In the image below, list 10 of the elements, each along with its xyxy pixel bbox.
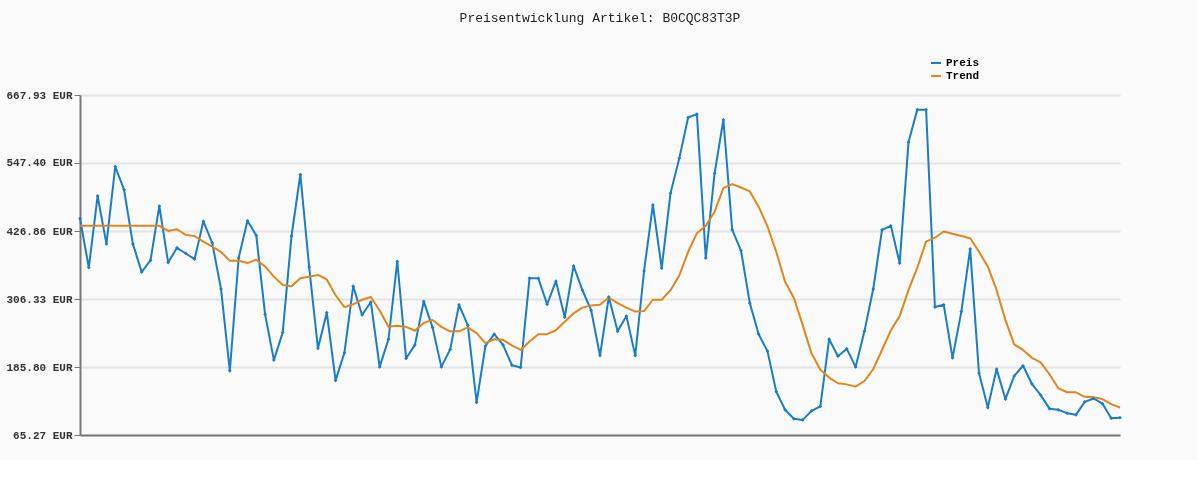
chart-title: Preisentwicklung Artikel: B0CQC83T3P xyxy=(459,11,741,26)
legend-label: Trend xyxy=(946,70,980,82)
y-tick-label: 547.40 EUR xyxy=(6,157,73,170)
line-series xyxy=(79,183,1121,409)
legend-label: Preis xyxy=(946,57,980,69)
y-tick-label: 306.33 EUR xyxy=(6,293,73,306)
y-tick-label: 65.27 EUR xyxy=(13,429,73,442)
y-tick-label: 667.93 EUR xyxy=(6,89,73,102)
y-tick-label: 426.86 EUR xyxy=(6,225,73,238)
y-tick-label: 185.80 EUR xyxy=(6,361,73,374)
